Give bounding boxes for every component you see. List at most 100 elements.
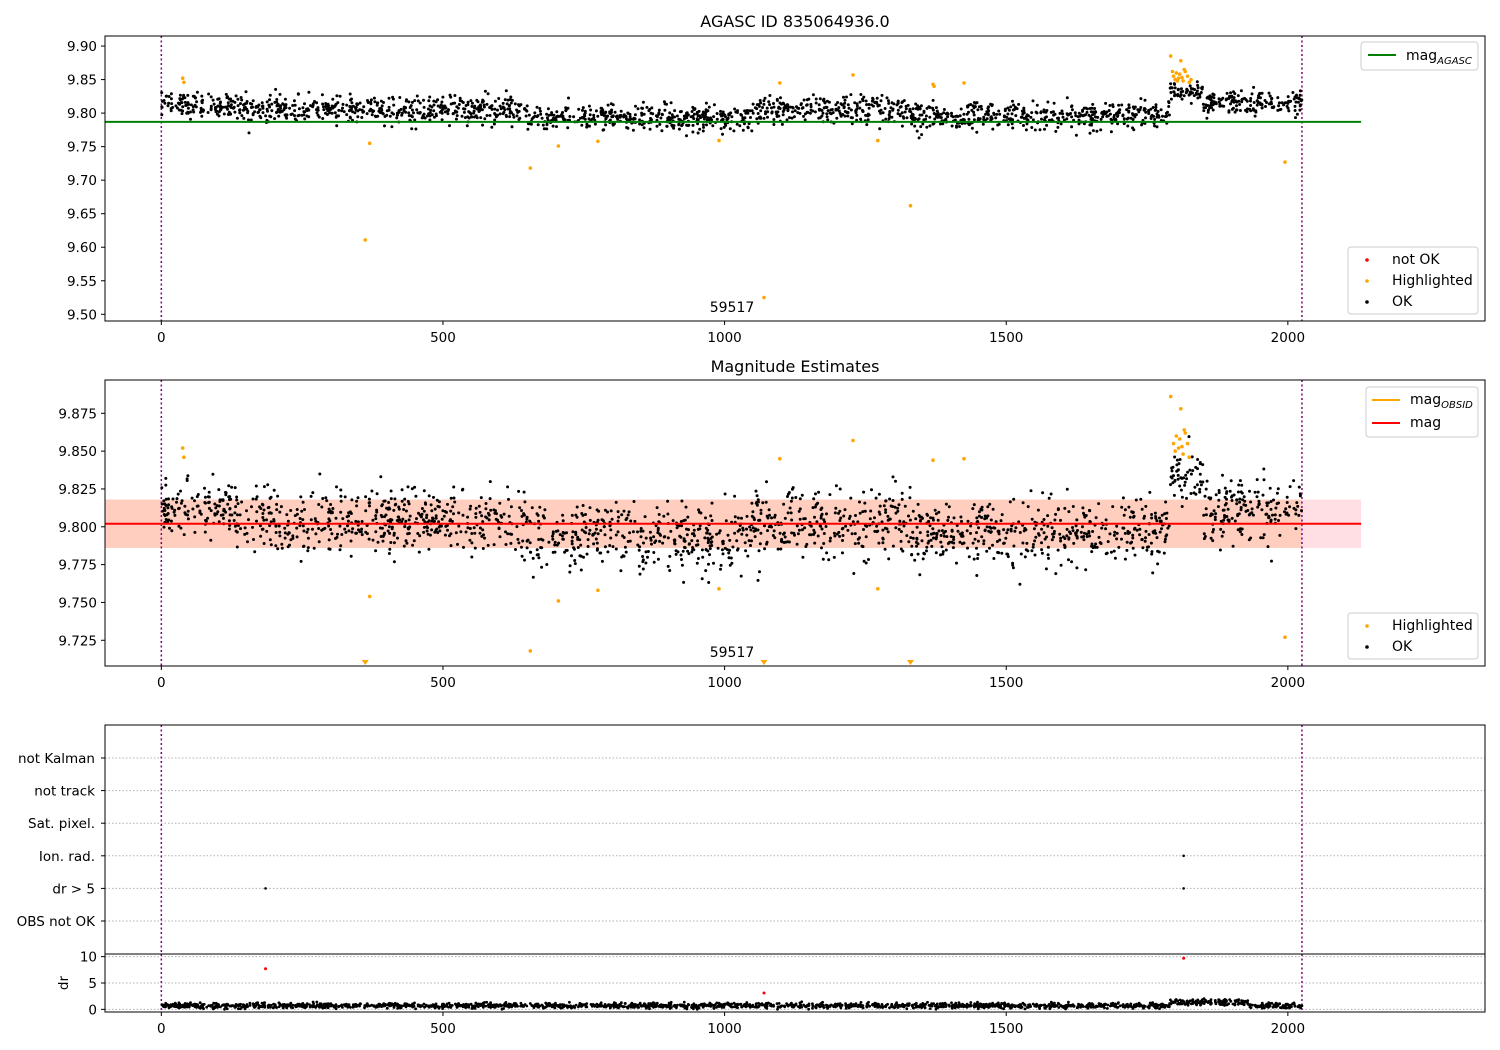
- estimates-ok-point: [675, 526, 679, 530]
- estimates-ok-point: [389, 541, 393, 544]
- agasc-ok-point: [529, 122, 533, 126]
- agasc-ok-point: [1085, 110, 1089, 114]
- estimates-ok-point: [180, 499, 184, 503]
- estimates-ok-point: [430, 528, 434, 532]
- estimates-ok-point: [309, 494, 313, 498]
- estimates-ok-point: [478, 526, 482, 530]
- agasc-ok-point: [1057, 116, 1060, 120]
- estimates-ok-point: [1144, 529, 1148, 533]
- estimates-ok-point: [848, 514, 852, 518]
- estimates-ok-point: [865, 524, 869, 528]
- estimates-ok-point: [300, 509, 304, 513]
- dr-ok-point: [647, 1002, 651, 1005]
- agasc-ok-point: [839, 114, 843, 118]
- estimates-ok-point: [321, 497, 325, 500]
- agasc-ok-point: [1188, 84, 1192, 88]
- estimates-ok-point: [1052, 535, 1055, 539]
- agasc-ok-point: [545, 123, 549, 127]
- estimates-ok-point: [1250, 507, 1254, 511]
- agasc-ok-point: [837, 106, 841, 110]
- agasc-ok-point: [375, 103, 379, 107]
- estimates-ok-point: [815, 520, 819, 524]
- agasc-ok-point: [338, 94, 342, 98]
- estimates-ok-point: [696, 539, 700, 543]
- estimates-ok-point: [756, 528, 760, 532]
- estimates-ok-point: [814, 503, 818, 507]
- agasc-ok-point: [460, 114, 464, 118]
- estimates-ok-point: [451, 505, 455, 509]
- estimates-ok-point: [841, 534, 845, 537]
- estimates-ok-point: [958, 540, 962, 544]
- agasc-ok-point: [181, 105, 185, 109]
- estimates-ok-point: [803, 526, 807, 530]
- estimates-ok-point: [883, 547, 887, 551]
- agasc-ok-point: [1022, 106, 1026, 110]
- estimates-ok-point: [1100, 526, 1104, 530]
- agasc-ok-point: [890, 101, 894, 105]
- estimates-ok-point: [833, 534, 837, 538]
- dr-ok-point: [574, 1003, 578, 1007]
- estimates-ok-point: [1294, 512, 1298, 516]
- estimates-ok-point: [993, 526, 997, 530]
- estimates-ok-point: [504, 543, 508, 546]
- estimates-ok-point: [425, 516, 428, 520]
- estimates-ok-point: [929, 516, 933, 520]
- agasc-ok-point: [1065, 96, 1069, 100]
- agasc-ok-point: [759, 109, 763, 113]
- estimates-ok-point: [480, 514, 484, 518]
- estimates-ok-point: [1088, 508, 1091, 512]
- estimates-ok-point: [888, 497, 892, 501]
- estimates-ok-point: [729, 556, 733, 560]
- agasc-ok-point: [982, 118, 986, 122]
- agasc-ok-point: [648, 127, 652, 131]
- estimates-ok-point: [487, 513, 491, 517]
- estimates-ok-point: [1115, 531, 1119, 535]
- estimates-ok-point: [347, 511, 351, 515]
- agasc-ok-point: [1074, 133, 1078, 137]
- agasc-ok-point: [498, 104, 502, 108]
- agasc-ok-point: [1298, 89, 1302, 93]
- estimates-ok-point: [765, 514, 769, 518]
- agasc-ok-point: [160, 91, 164, 95]
- estimates-ok-point: [389, 497, 393, 501]
- estimates-ok-point: [1219, 527, 1223, 531]
- estimates-ok-point: [967, 555, 971, 559]
- estimates-ok-point: [250, 505, 253, 509]
- dr-ok-point: [199, 1006, 202, 1010]
- agasc-ok-point: [982, 115, 986, 119]
- estimates-ok-point: [838, 487, 842, 491]
- estimates-ok-point: [1138, 527, 1142, 531]
- estimates-ok-point: [1274, 506, 1278, 510]
- flags-point: [1182, 887, 1185, 890]
- estimates-ok-point: [698, 524, 702, 528]
- agasc-ok-point: [741, 128, 745, 132]
- estimates-ok-point: [837, 511, 840, 515]
- agasc-ok-point: [809, 108, 813, 112]
- estimates-ok-point: [325, 499, 329, 503]
- estimates-ok-point: [996, 550, 1000, 554]
- estimates-ok-point: [1285, 495, 1289, 499]
- agasc-ok-point: [327, 104, 330, 108]
- agasc-ok-point: [855, 102, 859, 106]
- estimates-ok-point: [832, 555, 836, 559]
- estimates-ok-point: [481, 520, 485, 524]
- estimates-ok-point: [437, 525, 441, 529]
- agasc-ok-point: [825, 112, 829, 116]
- legend-ok-marker: [1365, 300, 1369, 304]
- estimates-ok-point: [1026, 549, 1030, 553]
- estimates-ok-point: [680, 558, 683, 561]
- estimates-ok-point: [971, 507, 975, 511]
- agasc-ok-point: [321, 117, 325, 120]
- dr-ok-point: [682, 1000, 686, 1004]
- dr-ok-point: [167, 1006, 171, 1010]
- dr-ok-point: [392, 1006, 396, 1009]
- estimates-ok-point: [1242, 495, 1246, 499]
- agasc-ok-point: [1099, 128, 1103, 132]
- dr-ok-point: [372, 1004, 376, 1008]
- agasc-ok-point: [921, 122, 925, 126]
- estimates-ok-point: [751, 510, 755, 514]
- estimates-ok-point: [1166, 526, 1170, 530]
- agasc-ok-point: [772, 105, 776, 109]
- estimates-ok-point: [367, 537, 371, 541]
- dr-plot-area: [105, 954, 1485, 1012]
